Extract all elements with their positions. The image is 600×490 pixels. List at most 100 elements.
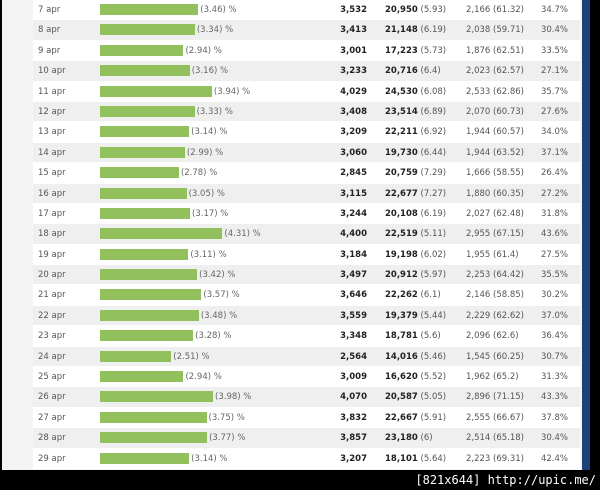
count-cell: 3,001 xyxy=(340,45,367,56)
views-cell: 21,148 (6.19) xyxy=(385,25,446,35)
secondary-cell: 2,096 (62.6) xyxy=(466,331,519,342)
views-cell: 18,101 (5.64) xyxy=(385,454,446,464)
table-row: 11 apr (3.94) % 4,029 24,530 (6.08) 2,533 (6… xyxy=(33,81,580,102)
rate-cell: 43.3% xyxy=(540,392,568,403)
views-total: 23,514 xyxy=(385,106,418,117)
rate-cell: 30.7% xyxy=(540,351,568,362)
views-cell: 17,223 (5.73) xyxy=(385,46,446,56)
share-bar xyxy=(100,24,195,36)
share-label: (3.14) % xyxy=(191,127,228,138)
secondary-cell: 2,027 (62.48) xyxy=(466,208,525,219)
date-cell: 14 apr xyxy=(38,147,66,158)
share-bar xyxy=(100,371,184,383)
views-cell: 22,519 (5.11) xyxy=(385,229,446,239)
views-total: 21,148 xyxy=(385,25,418,36)
table-row: 19 apr (3.11) % 3,184 19,198 (6.02) 1,955 (6… xyxy=(33,244,580,266)
date-cell: 26 apr xyxy=(38,392,66,403)
rate-cell: 27.5% xyxy=(540,249,568,260)
rate-cell: 27.1% xyxy=(540,66,568,77)
views-average: (6.1) xyxy=(420,290,441,301)
views-average: (5.46) xyxy=(420,351,447,362)
table-row: 23 apr (3.28) % 3,348 18,781 (5.6) 2,096 (62… xyxy=(33,326,580,347)
secondary-cell: 2,223 (69.31) xyxy=(466,453,525,464)
count-cell: 3,233 xyxy=(340,66,367,77)
share-bar xyxy=(100,330,194,342)
views-cell: 24,530 (6.08) xyxy=(385,87,446,97)
share-bar xyxy=(100,289,202,301)
share-bar xyxy=(100,65,190,77)
share-label: (2.94) % xyxy=(185,372,222,383)
rate-cell: 35.5% xyxy=(540,270,568,281)
views-average: (6.44) xyxy=(420,147,447,158)
views-average: (6) xyxy=(420,433,433,444)
views-average: (5.93) xyxy=(420,5,447,15)
rate-cell: 42.4% xyxy=(540,453,568,464)
share-bar xyxy=(100,105,195,117)
count-cell: 2,845 xyxy=(340,168,367,179)
count-cell: 3,207 xyxy=(340,453,367,464)
secondary-cell: 1,944 (63.52) xyxy=(466,147,525,158)
views-total: 14,016 xyxy=(385,351,418,362)
rate-cell: 43.6% xyxy=(540,229,568,240)
share-label: (3.46) % xyxy=(200,5,237,15)
share-label: (3.11) % xyxy=(190,249,227,260)
views-total: 22,677 xyxy=(385,188,418,199)
rate-cell: 30.2% xyxy=(540,290,568,301)
rate-cell: 36.4% xyxy=(540,331,568,342)
table-row: 10 apr (3.16) % 3,233 20,716 (6.4) 2,023 (62… xyxy=(33,61,580,82)
secondary-cell: 2,166 (61.32) xyxy=(466,5,525,15)
secondary-cell: 2,229 (62.62) xyxy=(466,310,525,321)
views-average: (5.44) xyxy=(420,310,447,321)
rate-cell: 30.4% xyxy=(540,433,568,444)
views-total: 19,730 xyxy=(385,147,418,158)
secondary-cell: 1,944 (60.57) xyxy=(466,127,525,138)
share-bar xyxy=(100,207,191,219)
share-bar xyxy=(100,167,179,179)
share-label: (2.51) % xyxy=(173,351,210,362)
views-total: 24,530 xyxy=(385,86,418,97)
count-cell: 3,115 xyxy=(340,188,367,199)
share-label: (3.28) % xyxy=(195,331,232,342)
table-row: 16 apr (3.05) % 3,115 22,677 (7.27) 1,880 (6… xyxy=(33,183,580,204)
count-cell: 3,060 xyxy=(340,147,367,158)
rate-cell: 31.8% xyxy=(540,208,568,219)
views-cell: 20,912 (5.97) xyxy=(385,270,446,280)
secondary-cell: 2,533 (62.86) xyxy=(466,86,525,97)
views-total: 22,211 xyxy=(385,127,418,138)
share-label: (3.98) % xyxy=(215,392,252,403)
secondary-cell: 2,555 (66.67) xyxy=(466,412,525,423)
views-average: (7.27) xyxy=(420,188,447,199)
share-label: (3.14) % xyxy=(191,453,228,464)
date-cell: 18 apr xyxy=(38,229,66,240)
views-total: 18,101 xyxy=(385,453,418,464)
views-total: 20,716 xyxy=(385,66,418,77)
date-cell: 27 apr xyxy=(38,412,66,423)
views-total: 17,223 xyxy=(385,45,418,56)
image-credit: [821x644] http://upic.me/ xyxy=(415,473,596,487)
views-total: 18,781 xyxy=(385,331,418,342)
table-row: 29 apr (3.14) % 3,207 18,101 (5.64) 2,223 (6… xyxy=(33,448,580,469)
window-border xyxy=(582,0,590,470)
table-row: 21 apr (3.57) % 3,646 22,262 (6.1) 2,146 (58… xyxy=(33,285,580,306)
views-total: 20,587 xyxy=(385,392,418,403)
share-label: (3.77) % xyxy=(209,433,246,444)
share-label: (2.94) % xyxy=(185,45,222,56)
share-label: (3.48) % xyxy=(200,310,238,321)
share-bar xyxy=(100,187,187,199)
rate-cell: 37.1% xyxy=(540,147,568,158)
count-cell: 3,532 xyxy=(340,5,367,15)
share-label: (4.31) % xyxy=(224,229,261,240)
share-bar xyxy=(100,248,189,260)
stats-page: 7 apr (3.46) % 3,532 20,950 (5.93) 2,166 (61… xyxy=(2,0,582,470)
date-cell: 29 apr xyxy=(38,453,66,464)
table-row: 7 apr (3.46) % 3,532 20,950 (5.93) 2,166 (61… xyxy=(33,0,580,21)
views-cell: 22,667 (5.91) xyxy=(385,413,446,423)
daily-stats-table: 7 apr (3.46) % 3,532 20,950 (5.93) 2,166 (61… xyxy=(33,0,580,469)
share-bar xyxy=(100,391,214,403)
views-average: (6.92) xyxy=(420,127,447,138)
count-cell: 4,070 xyxy=(340,392,367,403)
secondary-cell: 1,666 (58.55) xyxy=(466,168,525,179)
share-bar xyxy=(100,228,223,240)
date-cell: 24 apr xyxy=(38,351,66,362)
views-cell: 22,262 (6.1) xyxy=(385,290,441,300)
